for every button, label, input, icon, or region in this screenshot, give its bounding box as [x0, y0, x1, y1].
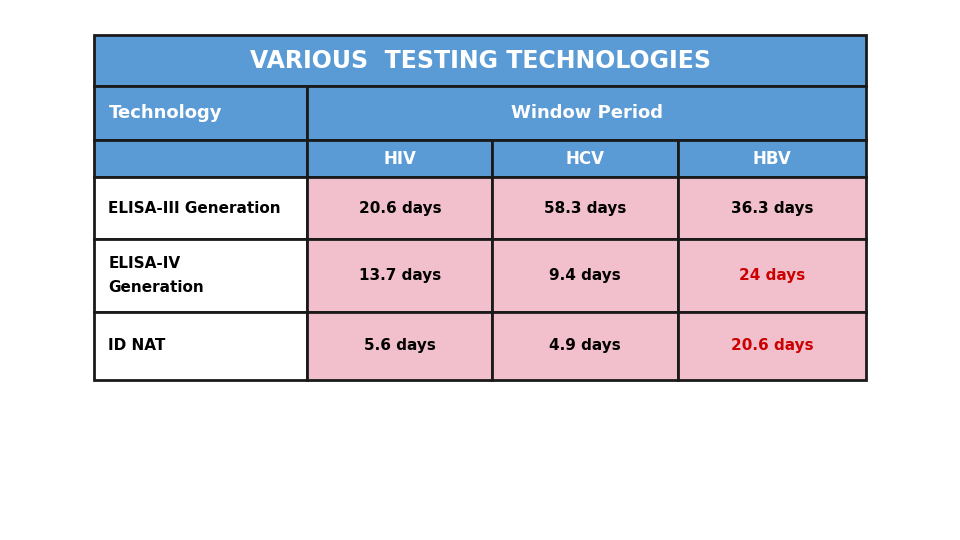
- Text: VARIOUS  TESTING TECHNOLOGIES: VARIOUS TESTING TECHNOLOGIES: [250, 49, 710, 73]
- Bar: [94, 86, 307, 140]
- Bar: [94, 177, 307, 239]
- Bar: [94, 312, 307, 380]
- Bar: [307, 140, 492, 177]
- Bar: [678, 140, 866, 177]
- Bar: [492, 239, 678, 312]
- Bar: [307, 177, 492, 239]
- Text: 5.6 days: 5.6 days: [364, 339, 436, 353]
- Text: HIV: HIV: [383, 150, 417, 168]
- Text: HBV: HBV: [753, 150, 791, 168]
- Bar: [94, 35, 866, 86]
- Bar: [678, 312, 866, 380]
- Bar: [492, 312, 678, 380]
- Text: ID NAT: ID NAT: [108, 339, 166, 353]
- Bar: [678, 177, 866, 239]
- Text: 58.3 days: 58.3 days: [544, 201, 626, 215]
- Bar: [94, 239, 307, 312]
- Text: Generation: Generation: [108, 280, 204, 295]
- Text: HCV: HCV: [565, 150, 605, 168]
- Bar: [307, 86, 866, 140]
- Text: Technology: Technology: [108, 104, 222, 123]
- Text: 24 days: 24 days: [738, 268, 805, 283]
- Text: 9.4 days: 9.4 days: [549, 268, 621, 283]
- Text: 13.7 days: 13.7 days: [359, 268, 441, 283]
- Bar: [678, 239, 866, 312]
- Text: 20.6 days: 20.6 days: [731, 339, 813, 353]
- Text: 36.3 days: 36.3 days: [731, 201, 813, 215]
- Text: 4.9 days: 4.9 days: [549, 339, 621, 353]
- Bar: [492, 140, 678, 177]
- Bar: [307, 239, 492, 312]
- Text: 20.6 days: 20.6 days: [358, 201, 442, 215]
- Text: ELISA-IV: ELISA-IV: [108, 256, 180, 271]
- Bar: [94, 140, 307, 177]
- Bar: [307, 312, 492, 380]
- Text: ELISA-III Generation: ELISA-III Generation: [108, 201, 281, 215]
- Text: Window Period: Window Period: [511, 104, 662, 123]
- Bar: [492, 177, 678, 239]
